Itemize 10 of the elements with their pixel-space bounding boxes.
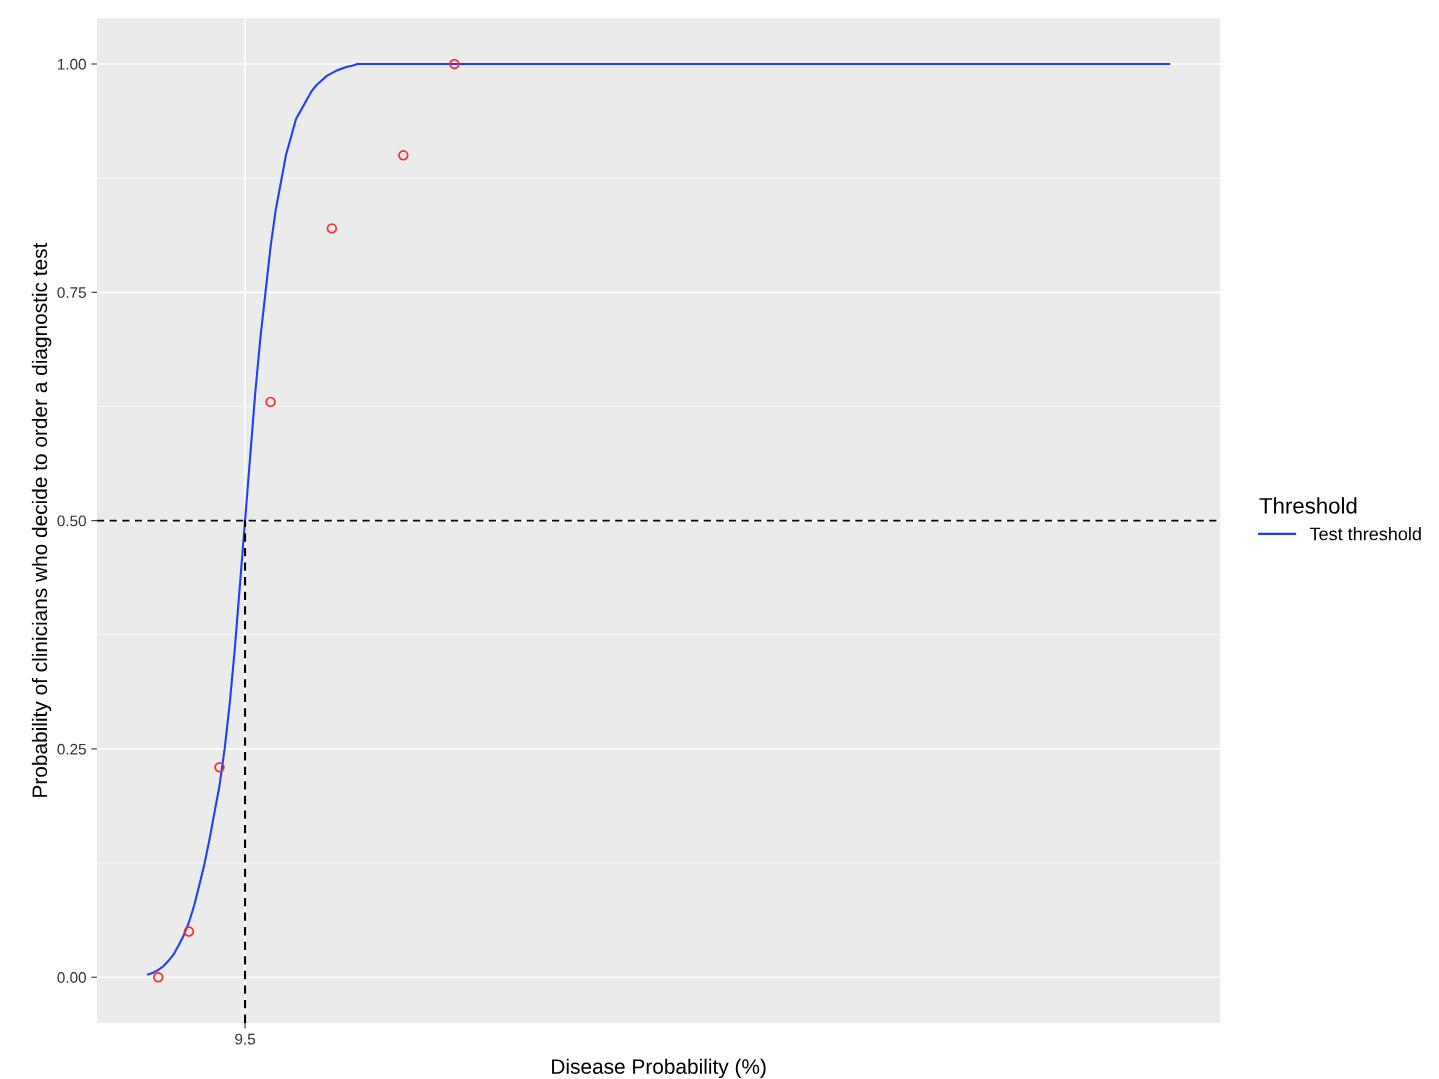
legend-title: Threshold <box>1259 497 1357 514</box>
legend-label: Test threshold <box>1309 527 1421 541</box>
y-axis-title: Probability of clinicians who decide to order a diagnostic test <box>31 242 52 797</box>
y-tick-label: 0.50 <box>57 515 86 527</box>
x-axis-title: Disease Probability (%) <box>552 1058 766 1079</box>
y-tick-label: 0.25 <box>57 743 86 755</box>
y-tick-label: 0.75 <box>57 287 86 298</box>
y-tick-label: 0.00 <box>57 972 86 983</box>
y-tick-label: 1.00 <box>58 58 86 70</box>
x-tick-label: 9.5 <box>235 1033 256 1045</box>
